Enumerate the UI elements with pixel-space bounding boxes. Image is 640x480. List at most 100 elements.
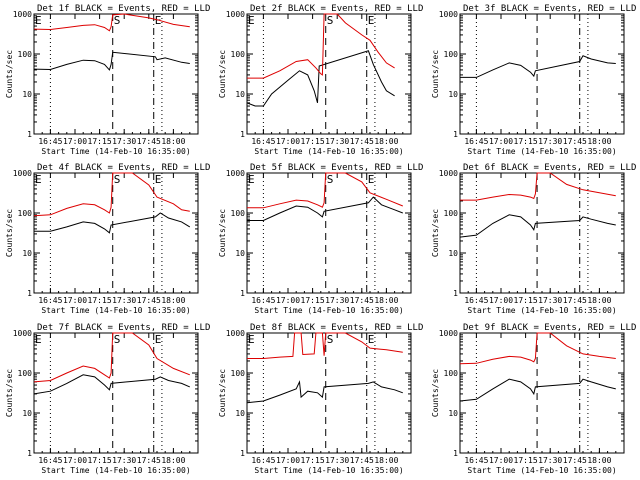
y-axis-label: Counts/sec <box>5 50 14 98</box>
panel-title: Det 6f BLACK = Events, RED = LLD <box>463 163 636 173</box>
y-tick-label: 10 <box>448 249 458 258</box>
x-tick-label: 17:15 <box>301 137 325 146</box>
event-marker-label: S <box>327 14 334 27</box>
x-tick-label: 17:15 <box>301 456 325 465</box>
x-tick-label: 17:30 <box>325 296 349 305</box>
event-marker-label: E <box>35 173 42 186</box>
x-tick-label: 17:15 <box>514 296 538 305</box>
detector-panel: Det 5f BLACK = Events, RED = LLD 1 10 100 10… <box>218 163 423 315</box>
y-tick-label: 1 <box>453 289 458 298</box>
x-tick-label: 17:30 <box>325 456 349 465</box>
panel-title: Det 4f BLACK = Events, RED = LLD <box>37 163 210 173</box>
event-marker-label: E <box>368 173 375 186</box>
y-tick-label: 1000 <box>439 169 458 178</box>
event-marker-label: E <box>248 14 255 27</box>
event-marker-label: S <box>327 173 334 186</box>
panel-title: Det 2f BLACK = Events, RED = LLD <box>250 4 423 14</box>
y-tick-label: 10 <box>22 249 32 258</box>
x-tick-label: 17:45 <box>350 296 374 305</box>
events-series-line <box>460 55 616 78</box>
x-tick-label: 17:30 <box>325 137 349 146</box>
x-tick-label: 16:45 <box>464 456 488 465</box>
x-axis-label: Start Time (14-Feb-10 16:35:00) <box>41 306 190 315</box>
x-tick-label: 17:45 <box>563 456 587 465</box>
y-tick-label: 1000 <box>439 10 458 19</box>
y-tick-label: 1 <box>27 130 32 139</box>
x-tick-label: 16:45 <box>38 456 62 465</box>
y-tick-label: 100 <box>444 209 459 218</box>
x-tick-label: 17:00 <box>63 137 87 146</box>
plot-frame <box>246 172 412 294</box>
x-tick-label: 17:45 <box>350 137 374 146</box>
events-series-line <box>459 378 616 402</box>
y-tick-label: 100 <box>18 209 33 218</box>
x-tick-label: 16:45 <box>251 296 275 305</box>
event-marker-label: S <box>114 333 121 346</box>
x-tick-label: 17:30 <box>538 296 562 305</box>
event-marker-label: E <box>368 14 375 27</box>
x-tick-label: 18:00 <box>587 137 611 146</box>
plot-frame <box>33 172 199 294</box>
x-tick-label: 18:00 <box>374 296 398 305</box>
x-tick-label: 16:45 <box>251 456 275 465</box>
x-tick-label: 17:45 <box>350 456 374 465</box>
y-tick-label: 100 <box>18 50 33 59</box>
event-marker-label: E <box>248 173 255 186</box>
events-series-line <box>246 50 395 107</box>
y-tick-label: 1000 <box>226 329 245 338</box>
events-series-line <box>33 374 190 395</box>
x-axis-label: Start Time (14-Feb-10 16:35:00) <box>41 147 190 156</box>
y-axis-label: Counts/sec <box>218 209 227 257</box>
y-tick-label: 10 <box>235 409 245 418</box>
y-tick-label: 10 <box>22 409 32 418</box>
event-marker-label: E <box>35 14 42 27</box>
event-marker-label: S <box>327 333 334 346</box>
y-tick-label: 1000 <box>13 169 32 178</box>
y-tick-label: 1000 <box>13 329 32 338</box>
detector-panel: Det 2f BLACK = Events, RED = LLD 1 10 100 10… <box>218 4 423 156</box>
plot-frame <box>459 172 625 294</box>
x-axis-label: Start Time (14-Feb-10 16:35:00) <box>467 306 616 315</box>
plot-frame <box>33 13 199 135</box>
x-axis-label: Start Time (14-Feb-10 16:35:00) <box>467 466 616 475</box>
lld-series-line <box>247 172 403 209</box>
y-tick-label: 1 <box>240 130 245 139</box>
y-tick-label: 100 <box>444 369 459 378</box>
x-tick-label: 16:45 <box>38 296 62 305</box>
x-tick-label: 18:00 <box>374 456 398 465</box>
y-tick-label: 10 <box>235 90 245 99</box>
x-tick-label: 17:45 <box>563 296 587 305</box>
x-axis-label: Start Time (14-Feb-10 16:35:00) <box>254 147 403 156</box>
y-axis-label: Counts/sec <box>5 209 14 257</box>
x-axis-label: Start Time (14-Feb-10 16:35:00) <box>41 466 190 475</box>
y-tick-label: 1 <box>27 449 32 458</box>
detector-panel: Det 4f BLACK = Events, RED = LLD 1 10 100 10… <box>5 163 210 315</box>
detector-panel: Det 8f BLACK = Events, RED = LLD 1 10 100 10… <box>218 323 423 475</box>
events-series-line <box>459 214 616 238</box>
panel-title: Det 8f BLACK = Events, RED = LLD <box>250 323 423 333</box>
x-tick-label: 17:15 <box>88 456 112 465</box>
y-axis-label: Counts/sec <box>218 50 227 98</box>
events-series-line <box>34 212 191 234</box>
x-tick-label: 18:00 <box>161 456 185 465</box>
y-axis-label: Counts/sec <box>218 369 227 417</box>
lld-series-line <box>33 332 190 383</box>
x-tick-label: 17:30 <box>112 456 136 465</box>
lld-series-line <box>247 13 395 79</box>
x-tick-label: 17:00 <box>489 137 513 146</box>
y-tick-label: 1 <box>240 449 245 458</box>
lld-series-line <box>459 332 616 365</box>
y-axis-label: Counts/sec <box>431 369 440 417</box>
x-tick-label: 17:00 <box>276 296 300 305</box>
y-tick-label: 1 <box>453 130 458 139</box>
x-axis-label: Start Time (14-Feb-10 16:35:00) <box>467 147 616 156</box>
x-tick-label: 17:45 <box>137 137 161 146</box>
events-series-line <box>33 51 190 71</box>
x-tick-label: 17:00 <box>489 456 513 465</box>
x-tick-label: 17:45 <box>563 137 587 146</box>
y-tick-label: 10 <box>22 90 32 99</box>
x-tick-label: 17:00 <box>276 456 300 465</box>
x-tick-label: 17:00 <box>276 137 300 146</box>
y-tick-label: 1000 <box>226 169 245 178</box>
y-tick-label: 10 <box>235 249 245 258</box>
